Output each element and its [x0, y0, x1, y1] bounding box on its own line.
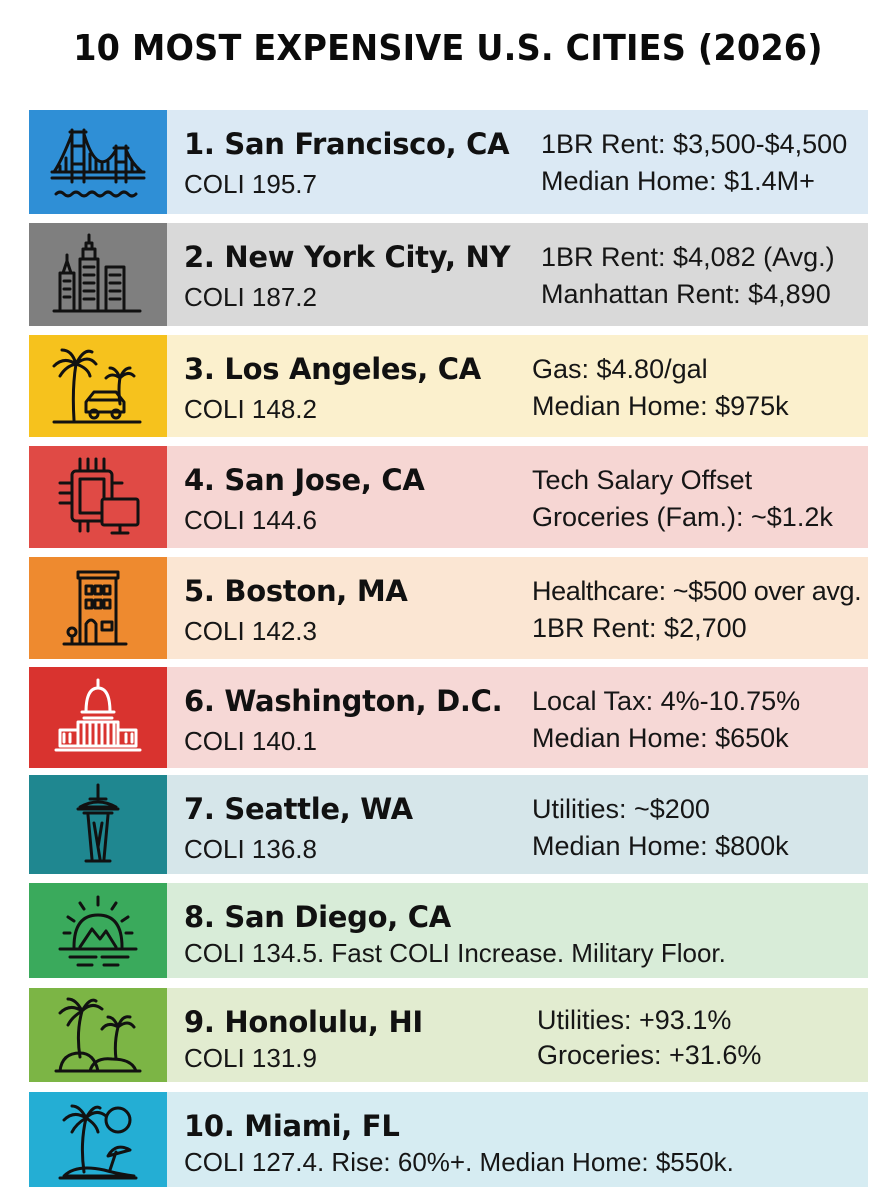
- icon-tile: [29, 667, 167, 768]
- city-row-honolulu: 9. Honolulu, HI COLI 131.9 Utilities: +9…: [29, 988, 868, 1082]
- coli-value: COLI 134.5. Fast COLI Increase. Military…: [184, 938, 726, 968]
- icon-tile: [29, 223, 167, 326]
- icon-tile: [29, 446, 167, 548]
- stat-1: Utilities: +93.1%: [537, 1005, 732, 1035]
- coli-value: COLI 148.2: [184, 394, 317, 424]
- icon-tile: [29, 883, 167, 978]
- island-palms-icon: [54, 997, 142, 1073]
- coli-value: COLI 195.7: [184, 169, 317, 199]
- city-name: 3. Los Angeles, CA: [184, 352, 481, 386]
- city-name: 6. Washington, D.C.: [184, 684, 503, 718]
- palm-trees-car-icon: [52, 348, 142, 424]
- city-name: 1. San Francisco, CA: [184, 127, 510, 161]
- chip-computer-icon: [58, 457, 140, 535]
- stat-2: Median Home: $1.4M+: [541, 166, 815, 196]
- city-info: 8. San Diego, CA COLI 134.5. Fast COLI I…: [167, 883, 868, 978]
- icon-tile: [29, 988, 167, 1082]
- skyscrapers-icon: [52, 233, 142, 312]
- city-name: 9. Honolulu, HI: [184, 1005, 423, 1039]
- icon-tile: [29, 1092, 167, 1187]
- city-info: 4. San Jose, CA COLI 144.6 Tech Salary O…: [167, 446, 868, 548]
- city-name: 10. Miami, FL: [184, 1109, 400, 1143]
- city-info: 10. Miami, FL COLI 127.4. Rise: 60%+. Me…: [167, 1092, 868, 1187]
- city-info: 7. Seattle, WA COLI 136.8 Utilities: ~$2…: [167, 775, 868, 874]
- stat-2: Groceries: +31.6%: [537, 1040, 762, 1070]
- city-info: 3. Los Angeles, CA COLI 148.2 Gas: $4.80…: [167, 335, 868, 437]
- city-info: 5. Boston, MA COLI 142.3 Healthcare: ~$5…: [167, 557, 868, 659]
- coli-value: COLI 187.2: [184, 282, 317, 312]
- coli-value: COLI 127.4. Rise: 60%+. Median Home: $55…: [184, 1147, 734, 1177]
- city-name: 2. New York City, NY: [184, 240, 511, 274]
- page-title: 10 MOST EXPENSIVE U.S. CITIES (2026): [73, 28, 823, 69]
- coli-value: COLI 140.1: [184, 726, 317, 756]
- icon-tile: [29, 110, 167, 214]
- icon-tile: [29, 775, 167, 874]
- capitol-building-icon: [54, 678, 142, 751]
- city-name: 8. San Diego, CA: [184, 900, 451, 934]
- city-row-san-diego: 8. San Diego, CA COLI 134.5. Fast COLI I…: [29, 883, 868, 978]
- stat-1: Tech Salary Offset: [532, 465, 753, 495]
- icon-tile: [29, 335, 167, 437]
- sunset-mountain-icon: [58, 895, 138, 966]
- stat-1: Healthcare: ~$500 over avg.: [532, 576, 862, 606]
- stat-1: 1BR Rent: $4,082 (Avg.): [541, 242, 835, 272]
- coli-value: COLI 144.6: [184, 505, 317, 535]
- city-info: 6. Washington, D.C. COLI 140.1 Local Tax…: [167, 667, 868, 768]
- stat-1: Local Tax: 4%-10.75%: [532, 686, 801, 716]
- city-row-seattle: 7. Seattle, WA COLI 136.8 Utilities: ~$2…: [29, 775, 868, 874]
- city-row-san-francisco: 1. San Francisco, CA COLI 195.7 1BR Rent…: [29, 110, 868, 214]
- coli-value: COLI 131.9: [184, 1043, 317, 1073]
- city-info: 1. San Francisco, CA COLI 195.7 1BR Rent…: [167, 110, 868, 214]
- coli-value: COLI 142.3: [184, 616, 317, 646]
- coli-value: COLI 136.8: [184, 834, 317, 864]
- city-row-miami: 10. Miami, FL COLI 127.4. Rise: 60%+. Me…: [29, 1092, 868, 1187]
- icon-tile: [29, 557, 167, 659]
- city-row-boston: 5. Boston, MA COLI 142.3 Healthcare: ~$5…: [29, 557, 868, 659]
- city-row-san-jose: 4. San Jose, CA COLI 144.6 Tech Salary O…: [29, 446, 868, 548]
- stat-2: Median Home: $800k: [532, 831, 789, 861]
- stat-2: 1BR Rent: $2,700: [532, 613, 747, 643]
- city-name: 4. San Jose, CA: [184, 463, 425, 497]
- city-row-washington: 6. Washington, D.C. COLI 140.1 Local Tax…: [29, 667, 868, 768]
- golden-gate-bridge-icon: [50, 128, 146, 198]
- stat-2: Median Home: $650k: [532, 723, 789, 753]
- city-row-new-york: 2. New York City, NY COLI 187.2 1BR Rent…: [29, 223, 868, 326]
- city-info: 2. New York City, NY COLI 187.2 1BR Rent…: [167, 223, 868, 326]
- stat-1: 1BR Rent: $3,500-$4,500: [541, 129, 848, 159]
- brownstone-building-icon: [62, 570, 128, 646]
- stat-2: Groceries (Fam.): ~$1.2k: [532, 502, 833, 532]
- beach-palm-umbrella-icon: [58, 1104, 138, 1179]
- city-row-los-angeles: 3. Los Angeles, CA COLI 148.2 Gas: $4.80…: [29, 335, 868, 437]
- city-name: 7. Seattle, WA: [184, 792, 413, 826]
- city-info: 9. Honolulu, HI COLI 131.9 Utilities: +9…: [167, 988, 868, 1082]
- stat-2: Median Home: $975k: [532, 391, 789, 421]
- stat-2: Manhattan Rent: $4,890: [541, 279, 831, 309]
- city-name: 5. Boston, MA: [184, 574, 408, 608]
- stat-1: Gas: $4.80/gal: [532, 354, 708, 384]
- stat-1: Utilities: ~$200: [532, 794, 710, 824]
- space-needle-icon: [76, 783, 120, 862]
